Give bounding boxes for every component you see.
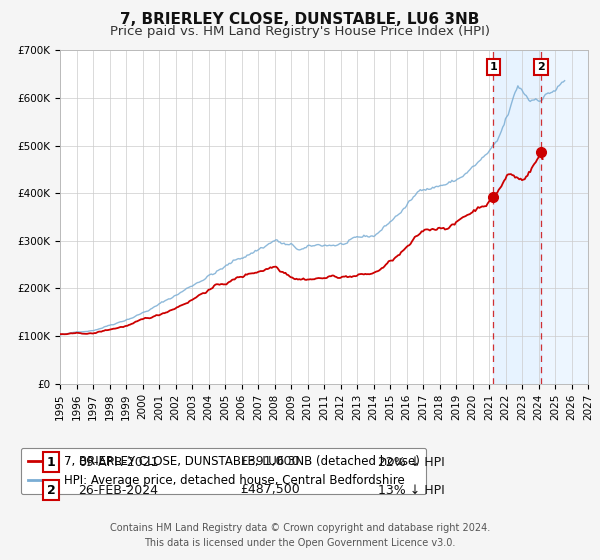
Legend: 7, BRIERLEY CLOSE, DUNSTABLE, LU6 3NB (detached house), HPI: Average price, deta: 7, BRIERLEY CLOSE, DUNSTABLE, LU6 3NB (d… bbox=[21, 448, 427, 494]
Text: 2: 2 bbox=[47, 483, 55, 497]
Text: This data is licensed under the Open Government Licence v3.0.: This data is licensed under the Open Gov… bbox=[145, 538, 455, 548]
Text: 22% ↓ HPI: 22% ↓ HPI bbox=[378, 455, 445, 469]
Text: 2: 2 bbox=[537, 62, 545, 72]
Text: £391,000: £391,000 bbox=[240, 455, 299, 469]
Text: Price paid vs. HM Land Registry's House Price Index (HPI): Price paid vs. HM Land Registry's House … bbox=[110, 25, 490, 38]
Text: 09-APR-2021: 09-APR-2021 bbox=[78, 455, 158, 469]
Text: Contains HM Land Registry data © Crown copyright and database right 2024.: Contains HM Land Registry data © Crown c… bbox=[110, 522, 490, 533]
Text: 1: 1 bbox=[490, 62, 497, 72]
Text: 26-FEB-2024: 26-FEB-2024 bbox=[78, 483, 158, 497]
Text: 7, BRIERLEY CLOSE, DUNSTABLE, LU6 3NB: 7, BRIERLEY CLOSE, DUNSTABLE, LU6 3NB bbox=[121, 12, 479, 27]
Bar bbox=[541, 50, 588, 384]
Bar bbox=[493, 50, 541, 384]
Text: 13% ↓ HPI: 13% ↓ HPI bbox=[378, 483, 445, 497]
Text: 1: 1 bbox=[47, 455, 55, 469]
Text: £487,500: £487,500 bbox=[240, 483, 300, 497]
Bar bbox=[541, 50, 588, 384]
